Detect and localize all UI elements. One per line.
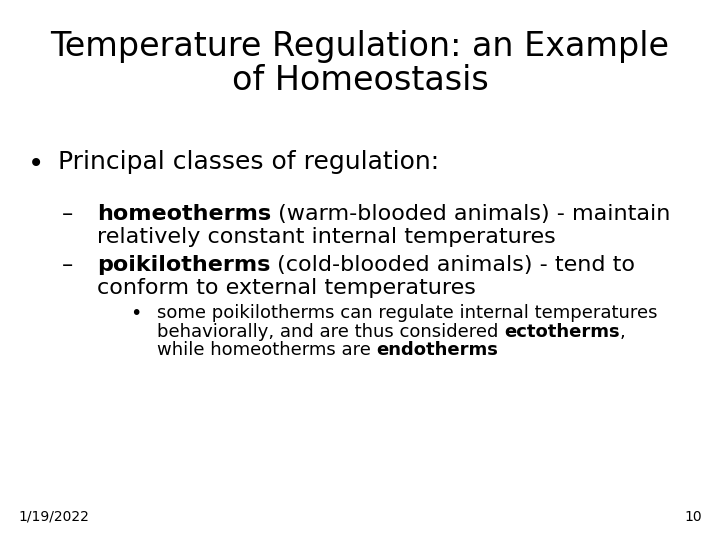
Text: Principal classes of regulation:: Principal classes of regulation:: [58, 150, 439, 174]
Text: some poikilotherms can regulate internal temperatures: some poikilotherms can regulate internal…: [157, 304, 657, 322]
Text: –: –: [62, 255, 73, 275]
Text: behaviorally, and are thus considered: behaviorally, and are thus considered: [157, 322, 504, 341]
Text: •: •: [130, 304, 141, 323]
Text: ectotherms: ectotherms: [504, 322, 620, 341]
Text: (cold-blooded animals) - tend to: (cold-blooded animals) - tend to: [271, 255, 635, 275]
Text: while homeotherms are: while homeotherms are: [157, 341, 377, 360]
Text: 1/19/2022: 1/19/2022: [18, 510, 89, 524]
Text: conform to external temperatures: conform to external temperatures: [97, 278, 476, 298]
Text: ,: ,: [620, 322, 626, 341]
Text: relatively constant internal temperatures: relatively constant internal temperature…: [97, 227, 556, 247]
Text: –: –: [62, 204, 73, 224]
Text: poikilotherms: poikilotherms: [97, 255, 271, 275]
Text: homeotherms: homeotherms: [97, 204, 271, 224]
Text: •: •: [28, 150, 44, 178]
Text: of Homeostasis: of Homeostasis: [232, 64, 488, 97]
Text: endotherms: endotherms: [377, 341, 498, 360]
Text: (warm-blooded animals) - maintain: (warm-blooded animals) - maintain: [271, 204, 670, 224]
Text: 10: 10: [685, 510, 702, 524]
Text: Temperature Regulation: an Example: Temperature Regulation: an Example: [50, 30, 670, 63]
